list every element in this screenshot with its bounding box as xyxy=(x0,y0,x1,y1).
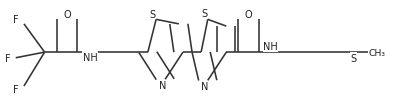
Text: F: F xyxy=(5,53,10,63)
Text: S: S xyxy=(150,10,156,19)
Text: S: S xyxy=(202,9,207,18)
Text: F: F xyxy=(13,15,19,25)
Text: S: S xyxy=(351,53,356,63)
Text: F: F xyxy=(13,85,19,95)
Text: N: N xyxy=(159,81,166,91)
Text: NH: NH xyxy=(83,52,97,62)
Text: CH₃: CH₃ xyxy=(368,48,385,57)
Text: O: O xyxy=(245,10,252,19)
Text: O: O xyxy=(63,10,71,19)
Text: NH: NH xyxy=(263,42,278,52)
Text: N: N xyxy=(201,81,208,91)
